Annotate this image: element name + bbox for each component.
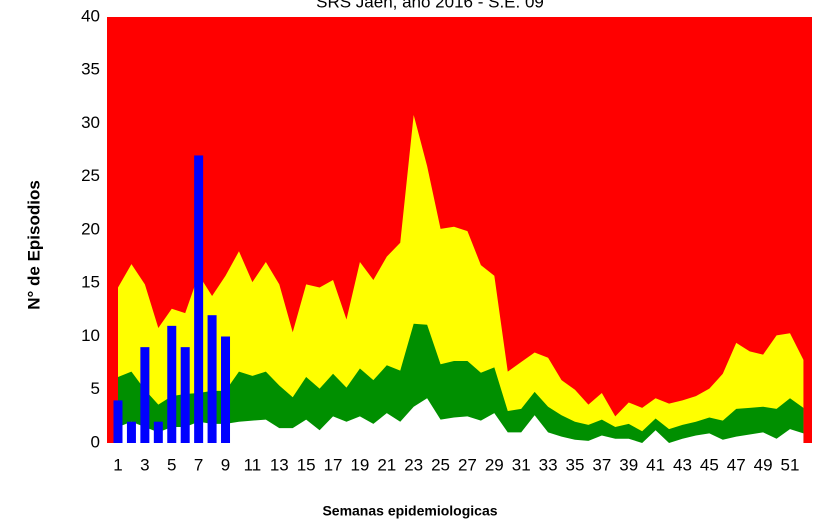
x-tick-label: 35 (565, 455, 584, 474)
y-tick-label: 15 (81, 273, 100, 292)
x-tick-label: 47 (727, 455, 746, 474)
area (118, 323, 804, 443)
bar (207, 315, 217, 443)
x-tick-label: 37 (592, 455, 611, 474)
bar (221, 336, 231, 443)
y-tick-label: 35 (81, 60, 100, 79)
x-tick-label: 1 (113, 455, 122, 474)
x-tick-label: 9 (221, 455, 230, 474)
x-tick-label: 25 (431, 455, 450, 474)
x-tick-label: 45 (700, 455, 719, 474)
x-tick-label: 51 (781, 455, 800, 474)
x-tick-label: 21 (377, 455, 396, 474)
bar (113, 400, 123, 443)
x-tick-label: 41 (646, 455, 665, 474)
x-tick-label: 15 (297, 455, 316, 474)
x-tick-label: 43 (673, 455, 692, 474)
y-axis-label: N° de Episodios (24, 180, 43, 310)
x-tick-label: 39 (619, 455, 638, 474)
y-tick-label: 20 (81, 219, 100, 238)
chart-title: SRS Jaén, año 2016 - S.E. 09 (316, 0, 544, 11)
x-tick-label: 29 (485, 455, 504, 474)
x-tick-label: 7 (194, 455, 203, 474)
y-tick-label: 0 (91, 432, 100, 451)
x-tick-label: 23 (404, 455, 423, 474)
bar (180, 347, 190, 443)
x-tick-label: 13 (270, 455, 289, 474)
y-tick-label: 30 (81, 113, 100, 132)
x-tick-label: 3 (140, 455, 149, 474)
bar (126, 421, 136, 443)
x-tick-label: 11 (244, 455, 262, 474)
x-tick-label: 49 (754, 455, 773, 474)
y-tick-label: 40 (81, 6, 100, 25)
y-tick-label: 5 (91, 379, 100, 398)
x-axis-label: Semanas epidemiologicas (322, 503, 497, 519)
x-tick-label: 17 (324, 455, 343, 474)
bar (194, 155, 204, 443)
area (118, 114, 804, 443)
y-tick-label: 10 (81, 326, 100, 345)
x-tick-label: 27 (458, 455, 477, 474)
bar (140, 347, 150, 443)
x-tick-label: 5 (167, 455, 176, 474)
area (118, 398, 804, 443)
y-tick-label: 25 (81, 166, 100, 185)
x-tick-label: 31 (512, 455, 531, 474)
bar (153, 421, 163, 443)
x-tick-label: 19 (350, 455, 369, 474)
x-tick-label: 33 (539, 455, 558, 474)
bar (167, 325, 177, 443)
